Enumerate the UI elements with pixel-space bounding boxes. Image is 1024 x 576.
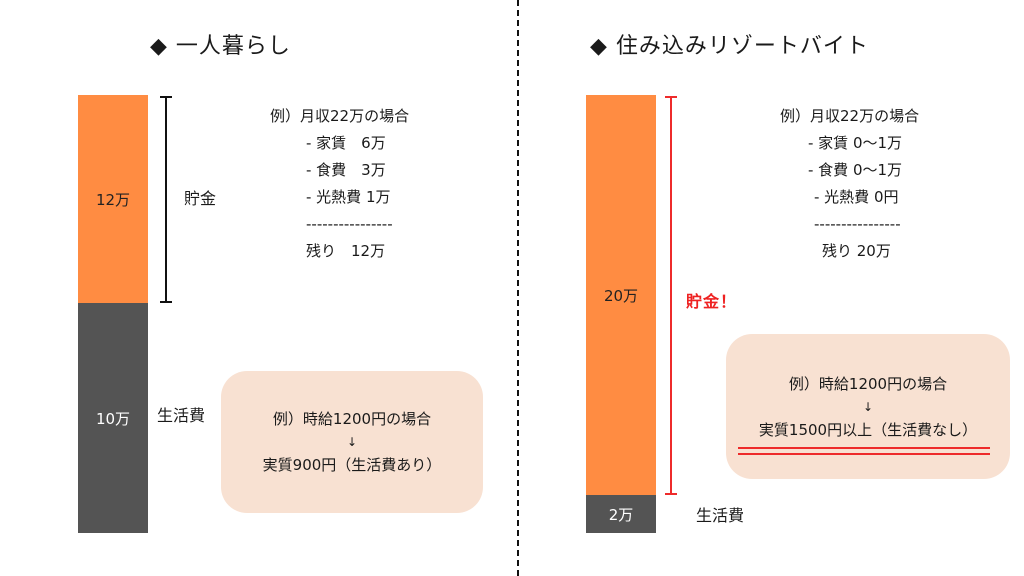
right-wage-example: 例）時給1200円の場合 (788, 374, 948, 393)
right-living-bar: 2万 (586, 495, 656, 533)
left-example-line-3: - 食費 3万 (306, 161, 386, 179)
down-arrow-icon: ↓ (346, 435, 358, 449)
right-living-label: 生活費 (696, 506, 745, 525)
left-example-line-2: - 家賃 6万 (306, 134, 386, 152)
left-living-bar: 10万 (78, 303, 148, 533)
left-savings-bracket (160, 96, 172, 303)
right-example-line-3: - 食費 0〜1万 (808, 161, 903, 179)
left-example-remainder: 残り 12万 (306, 242, 386, 260)
right-underline-2 (738, 453, 990, 455)
left-living-value: 10万 (95, 409, 131, 428)
left-example-separator: ---------------- (306, 215, 393, 233)
left-title: ◆ 一人暮らし (150, 34, 291, 59)
right-example-separator: ---------------- (814, 215, 901, 233)
down-arrow-icon: ↓ (862, 399, 874, 414)
right-example-line-1: 例）月収22万の場合 (780, 107, 920, 125)
right-title: ◆ 住み込みリゾートバイト (590, 34, 869, 59)
right-savings-value: 20万 (603, 286, 639, 305)
right-savings-bracket (665, 96, 677, 495)
right-living-value: 2万 (608, 505, 634, 524)
left-example: 例）月収22万の場合 - 家賃 6万 - 食費 3万 - 光熱費 1万 ----… (270, 103, 409, 265)
left-effective-wage: 実質900円（生活費あり） (262, 456, 442, 474)
left-savings-value: 12万 (95, 190, 131, 209)
center-dashed-divider (517, 0, 519, 576)
right-underline-1 (738, 447, 990, 449)
right-savings-bar: 20万 (586, 95, 656, 495)
right-wage-box: 例）時給1200円の場合 ↓ 実質1500円以上（生活費なし） (726, 334, 1010, 479)
right-effective-wage: 実質1500円以上（生活費なし） (758, 420, 978, 439)
left-savings-bar: 12万 (78, 95, 148, 303)
left-example-line-4: - 光熱費 1万 (306, 188, 391, 206)
left-wage-example: 例）時給1200円の場合 (272, 410, 432, 428)
left-savings-label: 貯金 (184, 189, 217, 208)
left-wage-box: 例）時給1200円の場合 ↓ 実質900円（生活費あり） (221, 371, 483, 513)
right-example: 例）月収22万の場合 - 家賃 0〜1万 - 食費 0〜1万 - 光熱費 0円 … (780, 103, 919, 265)
right-example-remainder: 残り 20万 (822, 242, 891, 260)
left-living-label: 生活費 (157, 406, 206, 425)
left-example-line-1: 例）月収22万の場合 (270, 107, 410, 125)
right-example-line-2: - 家賃 0〜1万 (808, 134, 903, 152)
right-example-line-4: - 光熱費 0円 (814, 188, 899, 206)
right-savings-label: 貯金！ (686, 292, 738, 311)
